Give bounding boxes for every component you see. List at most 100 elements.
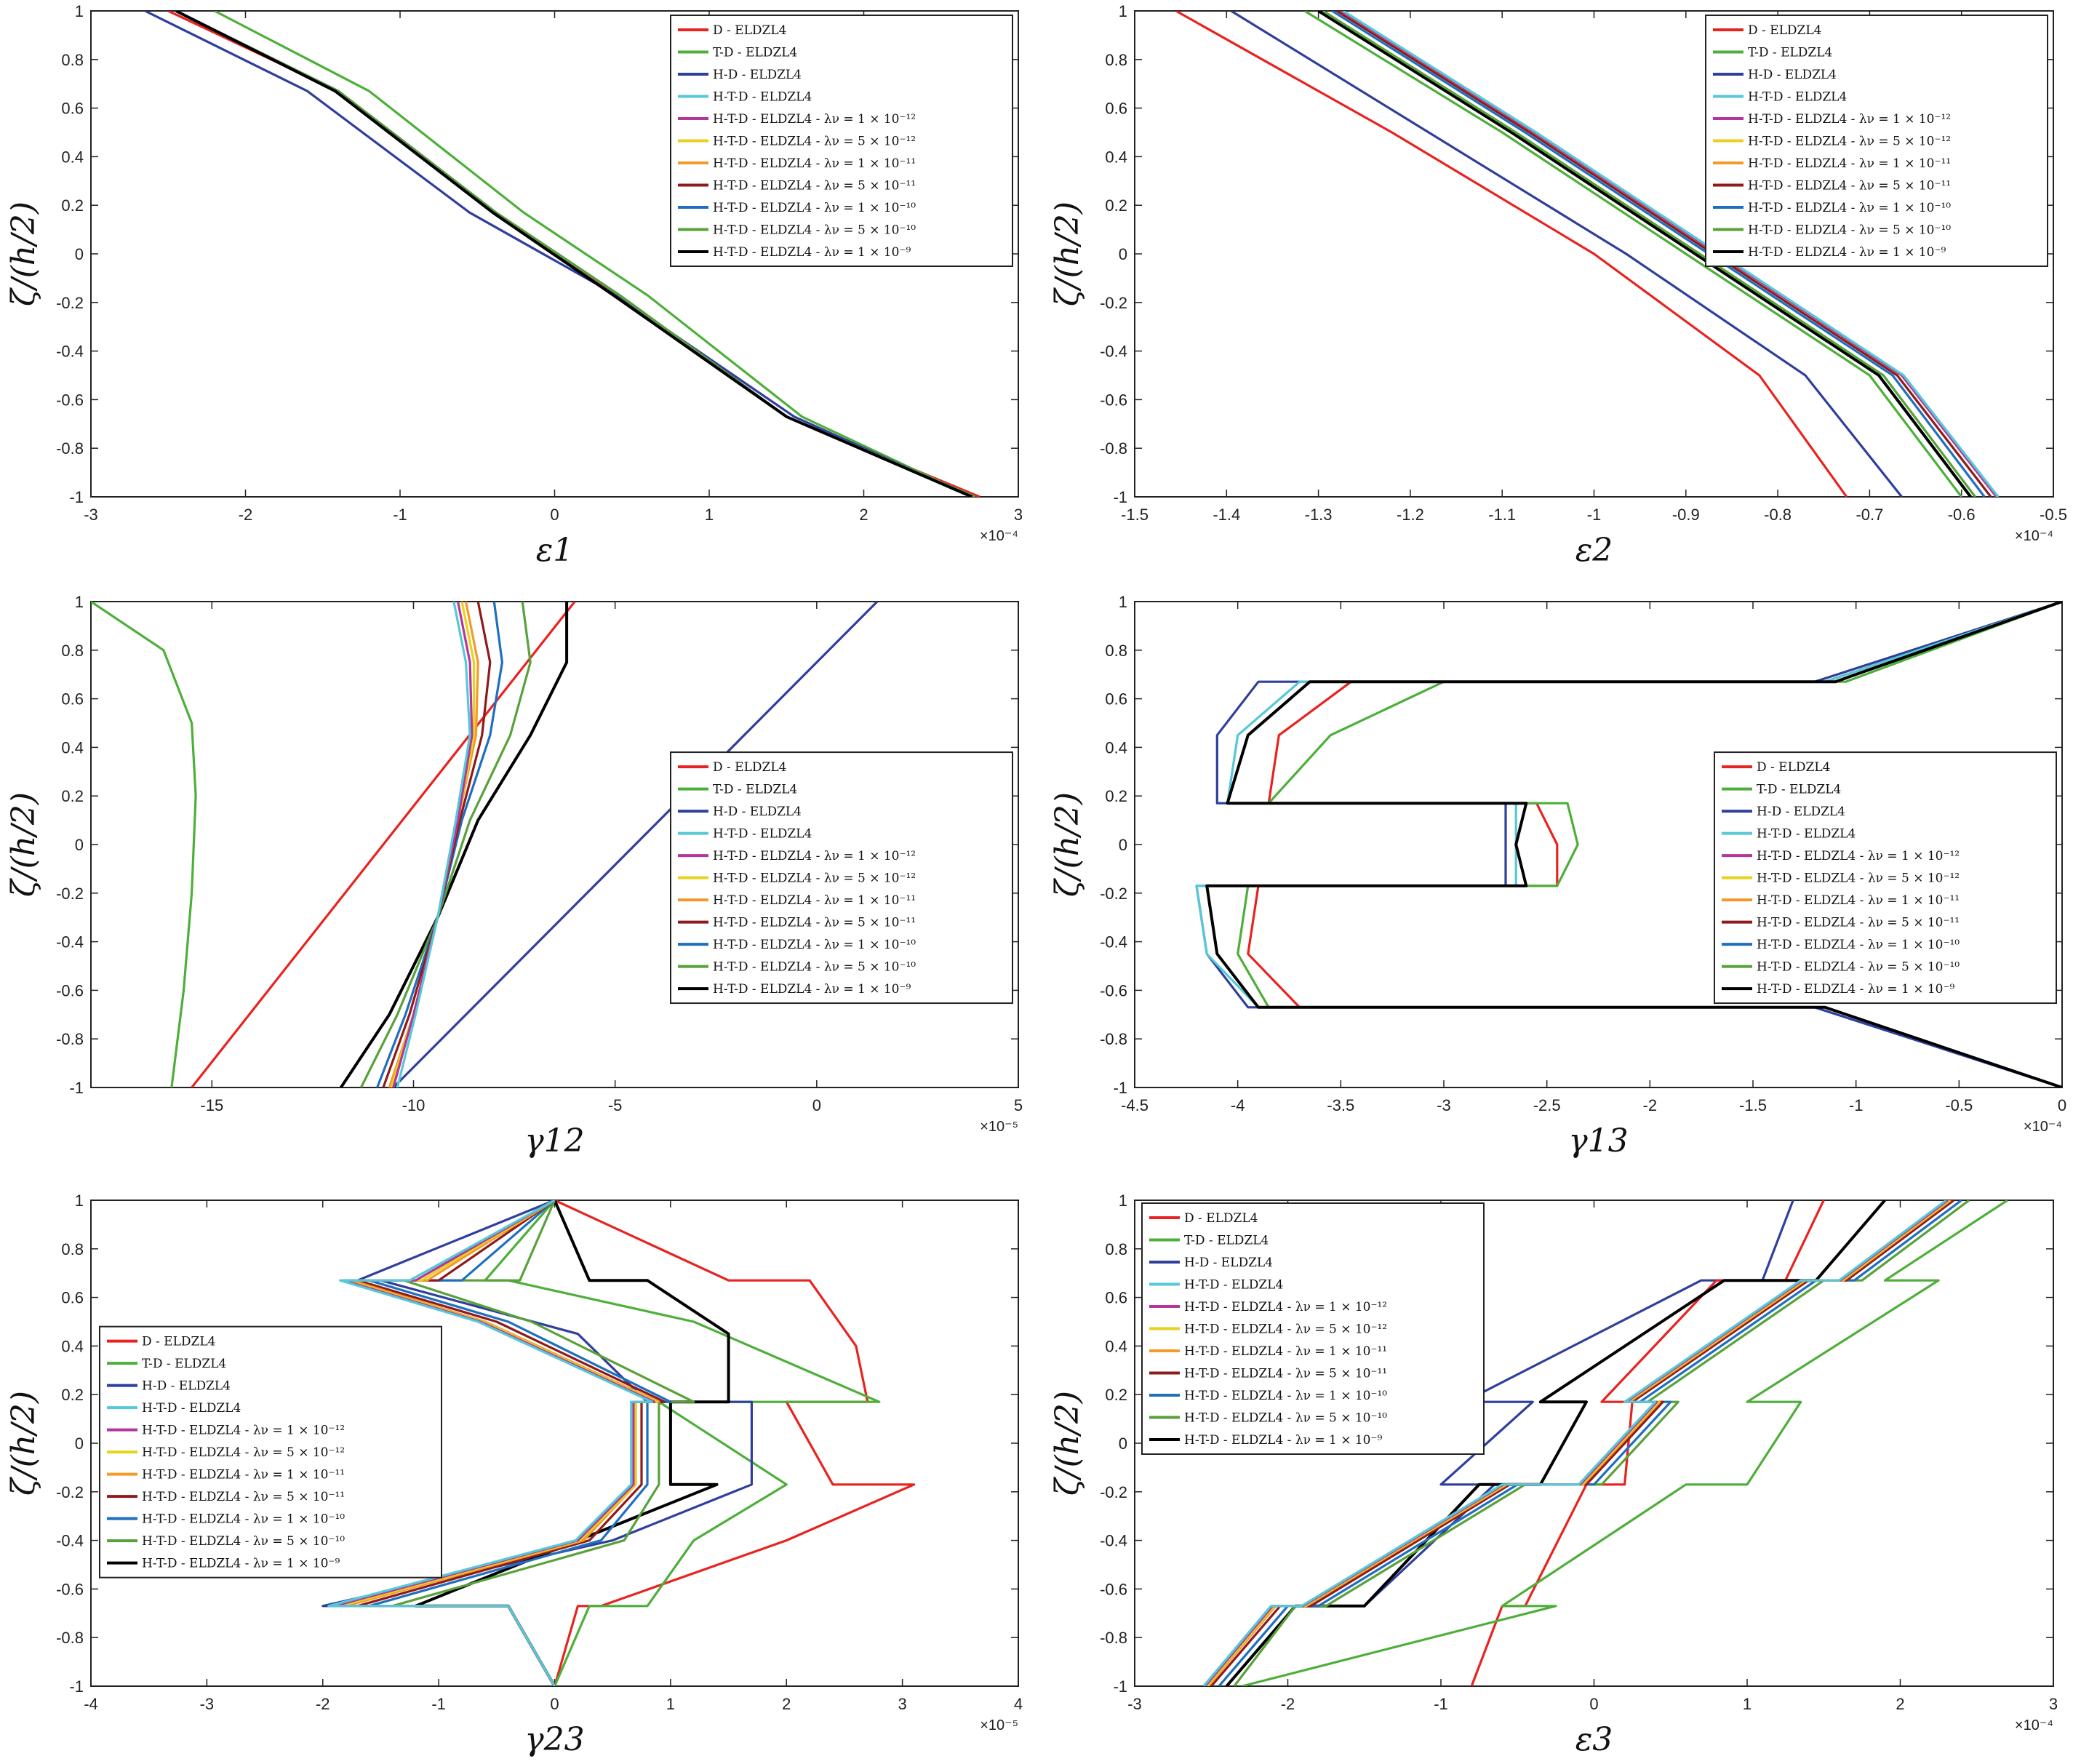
x-tick-label: -1.4 xyxy=(1213,506,1240,524)
panel-5: 10.80.60.40.20-0.2-0.4-0.6-0.8-1-4 -3 -2 -1… xyxy=(5,1192,1023,1758)
y-axis-label: ζ/(h/2) xyxy=(1049,201,1086,306)
legend-label: H-T-D - ELDZL4 xyxy=(1184,1278,1283,1293)
y-tick-label: -0.6 xyxy=(56,391,84,409)
x-tick-label: -3 xyxy=(200,1695,215,1713)
y-tick-label: 0 xyxy=(1119,245,1127,263)
y-tick-label: 0.8 xyxy=(1105,642,1127,660)
x-tick-label: -0.6 xyxy=(1948,506,1976,524)
y-tick-label: -0.2 xyxy=(56,294,84,312)
y-tick-label: -0.6 xyxy=(56,981,84,999)
series-group xyxy=(1202,1200,2008,1686)
series-line-HTD xyxy=(327,1200,653,1686)
x-tick-label: -3 xyxy=(84,506,98,524)
legend-label: H-T-D - ELDZL4 - λν = 1 × 10⁻¹⁰ xyxy=(713,201,916,215)
legend-label: H-T-D - ELDZL4 - λν = 5 × 10⁻¹¹ xyxy=(142,1490,345,1504)
legend-label: D - ELDZL4 xyxy=(1748,23,1821,38)
legend-label: H-T-D - ELDZL4 - λν = 1 × 10⁻¹¹ xyxy=(713,156,916,171)
series-line-D xyxy=(191,602,576,1087)
y-axis-label: ζ/(h/2) xyxy=(1049,792,1086,897)
legend-label: H-T-D - ELDZL4 - λν = 1 × 10⁻¹⁰ xyxy=(1748,201,1951,215)
y-tick-label: 1 xyxy=(1119,2,1127,20)
series-line-L7 xyxy=(175,11,973,497)
legend-label: D - ELDZL4 xyxy=(713,23,786,38)
y-tick-label: 0 xyxy=(75,1434,84,1453)
series-line-D xyxy=(1175,11,1848,497)
legend-label: H-T-D - ELDZL4 - λν = 5 × 10⁻¹² xyxy=(1757,871,1960,886)
legend-label: H-T-D - ELDZL4 - λν = 1 × 10⁻¹¹ xyxy=(1184,1344,1387,1359)
legend-label: H-T-D - ELDZL4 - λν = 5 × 10⁻¹⁰ xyxy=(713,223,916,238)
legend-label: H-T-D - ELDZL4 - λν = 5 × 10⁻¹¹ xyxy=(1748,179,1951,193)
legend: D - ELDZL4 T-D - ELDZL4 H-D - ELDZL4 H-T-D … xyxy=(1705,15,2048,267)
series-line-TD xyxy=(1242,1200,2008,1686)
y-tick-label: -0.8 xyxy=(56,1629,84,1647)
series-line-HTD xyxy=(1202,1200,1947,1686)
legend-label: H-T-D - ELDZL4 - λν = 5 × 10⁻¹⁰ xyxy=(1748,223,1951,238)
y-tick-label: 0.2 xyxy=(1105,787,1127,805)
y-tick-label: 0.6 xyxy=(61,1289,84,1307)
y-tick-label: -0.2 xyxy=(1100,1483,1127,1501)
y-axis-label: ζ/(h/2) xyxy=(5,201,42,306)
legend-label: H-T-D - ELDZL4 - λν = 1 × 10⁻¹⁰ xyxy=(1757,938,1960,952)
legend-label: H-T-D - ELDZL4 xyxy=(1748,90,1847,105)
x-tick-label: -4.5 xyxy=(1121,1096,1149,1114)
x-multiplier: ×10⁻⁴ xyxy=(980,528,1018,544)
x-tick-label: -3 xyxy=(1437,1096,1451,1114)
y-tick-label: -0.4 xyxy=(1100,1532,1127,1550)
series-line-HD xyxy=(1195,602,2062,1087)
legend-box xyxy=(670,751,1013,1005)
legend-label: T-D - ELDZL4 xyxy=(1748,46,1832,60)
legend-label: H-T-D - ELDZL4 - λν = 5 × 10⁻¹⁰ xyxy=(1184,1411,1387,1426)
y-tick-label: -0.2 xyxy=(56,885,84,903)
y-tick-label: 0 xyxy=(1119,1434,1127,1453)
y-tick-label: -0.4 xyxy=(56,1532,84,1550)
legend-label: H-T-D - ELDZL4 - λν = 1 × 10⁻¹² xyxy=(1748,112,1951,127)
y-tick-label: -0.2 xyxy=(56,1483,84,1501)
y-tick-label: 0.4 xyxy=(1105,1337,1127,1355)
panel-4: 10.80.60.40.20-0.2-0.4-0.6-0.8-1-4.5 -4 -3… xyxy=(1049,593,2066,1160)
x-tick-label: -1 xyxy=(1849,1096,1864,1114)
y-tick-label: -0.4 xyxy=(56,343,84,361)
y-tick-label: 0.2 xyxy=(61,196,84,215)
series-group xyxy=(321,1200,916,1686)
y-tick-label: -1 xyxy=(69,488,84,506)
x-tick-label: -1.1 xyxy=(1488,506,1516,524)
legend-label: H-T-D - ELDZL4 - λν = 1 × 10⁻¹⁰ xyxy=(1184,1389,1387,1403)
x-multiplier: ×10⁻⁴ xyxy=(2015,528,2053,544)
series-line-HD xyxy=(144,11,972,497)
series-line-L4 xyxy=(382,602,492,1087)
legend-label: H-T-D - ELDZL4 - λν = 1 × 10⁻⁹ xyxy=(142,1557,340,1571)
x-tick-label: 0 xyxy=(550,1695,559,1713)
series-line-HD xyxy=(1230,11,1903,497)
x-multiplier: ×10⁻⁴ xyxy=(2015,1717,2053,1733)
legend-label: H-T-D - ELDZL4 - λν = 1 × 10⁻¹² xyxy=(713,849,916,863)
y-tick-label: -1 xyxy=(1113,488,1127,506)
legend-label: H-T-D - ELDZL4 - λν = 1 × 10⁻¹¹ xyxy=(142,1468,345,1482)
legend-label: H-T-D - ELDZL4 - λν = 1 × 10⁻¹¹ xyxy=(1748,156,1951,171)
x-tick-label: -0.7 xyxy=(1856,506,1883,524)
y-tick-label: -0.6 xyxy=(1100,981,1127,999)
x-tick-label: -10 xyxy=(402,1096,426,1114)
y-tick-label: 0.4 xyxy=(61,738,84,757)
x-tick-label: -4 xyxy=(1231,1096,1245,1114)
x-tick-label: 5 xyxy=(1014,1096,1023,1114)
y-tick-label: 0.4 xyxy=(61,148,84,166)
x-tick-label: 0 xyxy=(2058,1096,2066,1114)
legend-label: H-T-D - ELDZL4 - λν = 5 × 10⁻¹² xyxy=(713,135,916,149)
y-tick-label: -0.8 xyxy=(1100,1030,1127,1048)
series-group xyxy=(144,11,980,497)
series-line-L7 xyxy=(1317,11,1972,497)
x-axis-label: ε2 xyxy=(1575,532,1613,569)
y-tick-label: -0.8 xyxy=(1100,439,1127,458)
y-tick-label: 0.6 xyxy=(61,100,84,118)
x-tick-label: -5 xyxy=(608,1096,623,1114)
x-tick-label: 2 xyxy=(782,1695,791,1713)
legend-label: H-T-D - ELDZL4 - λν = 1 × 10⁻⁹ xyxy=(1757,982,1954,997)
panel-1: 10.80.60.40.20-0.2-0.4-0.6-0.8-1-3 -2 -1 0 1… xyxy=(5,2,1023,569)
y-tick-label: 0.8 xyxy=(61,51,84,69)
x-tick-label: -1 xyxy=(1587,506,1602,524)
x-tick-label: -3 xyxy=(1127,1695,1142,1713)
y-tick-label: -0.8 xyxy=(56,1030,84,1048)
y-tick-label: -1 xyxy=(1113,1079,1127,1097)
series-line-TD xyxy=(1303,11,1962,497)
series-line-L7 xyxy=(1205,602,2062,1087)
